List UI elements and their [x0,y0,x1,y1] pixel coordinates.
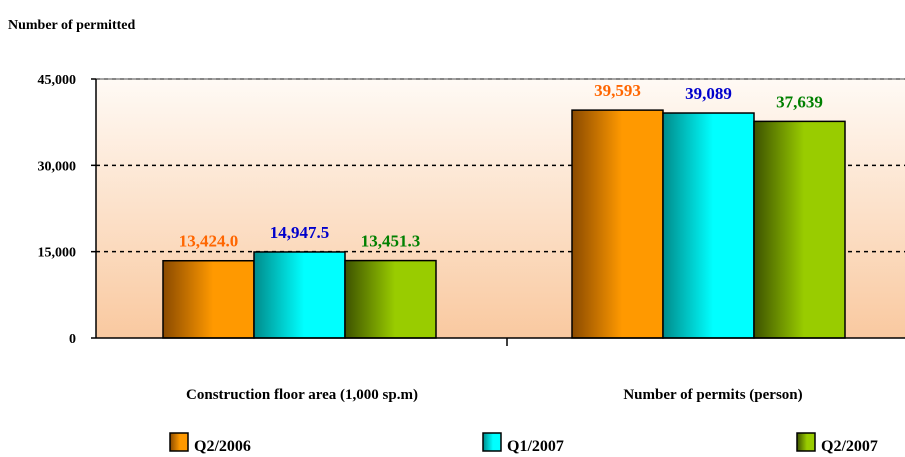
data-label: 13,451.3 [361,232,421,251]
axes [91,78,905,346]
y-tick-label: 45,000 [38,73,77,88]
legend-label: Q2/2006 [194,438,251,455]
legend-label: Q1/2007 [507,438,564,455]
data-label: 13,424.0 [179,232,239,251]
y-tick-label: 0 [69,332,76,347]
bar [253,251,346,339]
legend-swatch [796,432,816,452]
bar [162,259,255,339]
labels: 0 15,000 30,000 45,000 13,424.0 14,947.5 13,45… [38,73,823,403]
bar [662,112,755,339]
bars [162,109,846,339]
y-axis-title: Number of permitted [8,18,135,33]
legend-swatch [169,432,189,452]
category-label: Number of permits (person) [623,387,802,403]
y-tick-label: 30,000 [38,159,77,174]
legend-swatch [482,432,502,452]
y-tick-label: 15,000 [38,246,77,261]
bar [753,120,846,339]
bar [571,109,664,339]
data-label: 39,089 [685,84,732,103]
legend: Q2/2006 Q1/2007 Q2/2007 [169,432,878,455]
legend-label: Q2/2007 [821,438,878,455]
data-label: 14,947.5 [270,223,330,242]
bar [344,259,437,339]
data-label: 39,593 [594,81,641,100]
category-label: Construction floor area (1,000 sp.m) [186,387,418,403]
data-label: 37,639 [776,92,823,111]
